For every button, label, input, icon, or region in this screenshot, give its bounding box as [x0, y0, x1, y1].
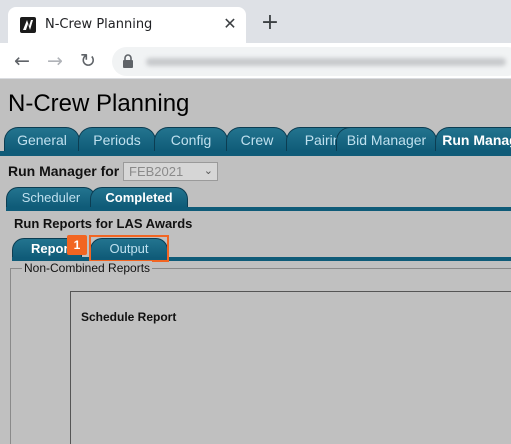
main-tab-bar: General Periods Config Crew Pairings Bid…: [4, 127, 511, 151]
forward-arrow-icon[interactable]: →: [47, 50, 63, 72]
tab-crew[interactable]: Crew: [226, 127, 288, 151]
fieldset-legend: Non-Combined Reports: [22, 261, 153, 275]
browser-tab-title: N-Crew Planning: [45, 17, 153, 32]
browser-tab-strip: N-Crew Planning ✕ +: [0, 0, 511, 43]
tab-periods[interactable]: Periods: [78, 127, 156, 151]
tab-output[interactable]: Output: [90, 238, 168, 258]
app-favicon-icon: [20, 17, 36, 33]
sub-tab-underline: [6, 207, 511, 211]
tab-general[interactable]: General: [4, 127, 80, 151]
tab-bid-manager[interactable]: Bid Manager: [336, 127, 437, 151]
reload-icon[interactable]: ↻: [80, 50, 96, 72]
tab-config[interactable]: Config: [154, 127, 228, 151]
main-tab-underline: [0, 151, 511, 156]
output-tab-highlight: [89, 235, 169, 262]
tab-scheduler[interactable]: Scheduler: [6, 187, 96, 207]
schedule-report-panel: [70, 291, 511, 444]
back-arrow-icon[interactable]: ←: [14, 50, 30, 72]
address-bar[interactable]: [112, 47, 511, 76]
browser-toolbar: ← → ↻: [0, 43, 511, 79]
close-tab-icon[interactable]: ✕: [223, 14, 237, 33]
run-reports-heading: Run Reports for LAS Awards: [14, 216, 193, 231]
reports-tab-underline: [12, 257, 511, 261]
run-manager-label: Run Manager for: [8, 163, 120, 179]
browser-tab[interactable]: N-Crew Planning ✕: [8, 7, 246, 43]
tab-completed[interactable]: Completed: [90, 187, 188, 207]
lock-icon: [122, 54, 134, 69]
blurred-url: [146, 58, 506, 66]
chevron-down-icon: ⌄: [203, 165, 213, 177]
period-select[interactable]: FEB2021 ⌄: [123, 162, 218, 181]
new-tab-icon[interactable]: +: [260, 10, 280, 35]
step-badge: 1: [67, 235, 87, 255]
period-select-value: FEB2021: [129, 164, 184, 179]
schedule-report-title: Schedule Report: [81, 310, 177, 324]
non-combined-reports-fieldset: [10, 268, 511, 444]
page-title: N-Crew Planning: [8, 90, 190, 117]
tab-run-manager[interactable]: Run Manag: [435, 127, 511, 151]
